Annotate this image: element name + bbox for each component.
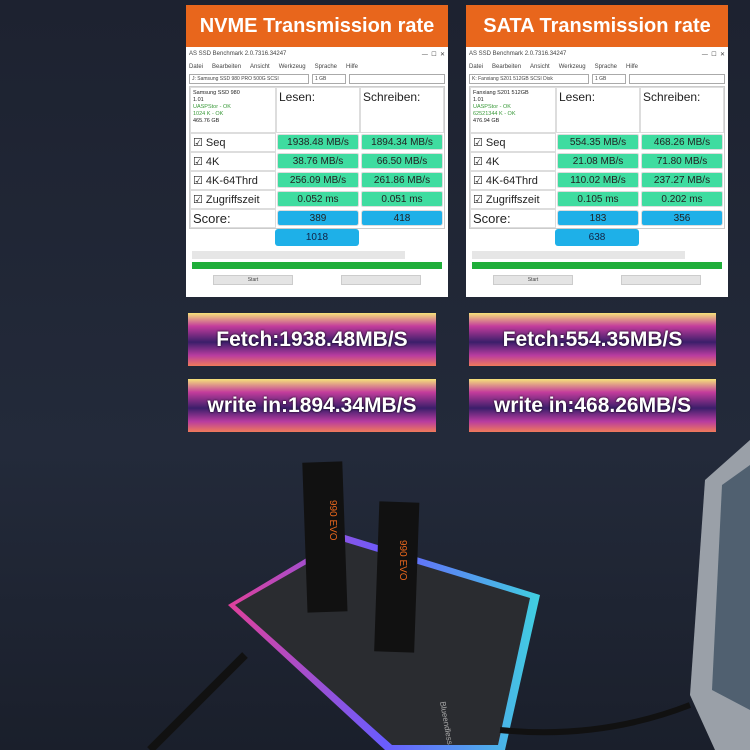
ssd-left (302, 461, 348, 613)
drive-info: Samsung SSD 980 1.01 UASPStor - OK 1024 K -… (190, 87, 276, 133)
menu-item[interactable]: Sprache (594, 64, 617, 70)
nvme-fetch-banner: Fetch:1938.48MB/S (188, 313, 436, 366)
size-select[interactable]: 1 GB (312, 73, 346, 84)
progress-bar (192, 251, 405, 259)
sata-fetch-banner: Fetch:554.35MB/S (469, 313, 716, 366)
menu-item[interactable]: Ansicht (250, 64, 270, 70)
write-value: 0.051 ms (361, 191, 443, 207)
write-header: Schreiben: (360, 87, 444, 133)
abort-button[interactable] (341, 275, 421, 285)
progress-bar (472, 251, 685, 259)
read-value: 21.08 MB/s (557, 153, 639, 169)
read-value: 0.105 ms (557, 191, 639, 207)
score-write: 418 (361, 210, 443, 226)
write-value: 468.26 MB/s (641, 134, 723, 150)
menu-item[interactable]: Hilfe (346, 64, 359, 70)
window-title: AS SSD Benchmark 2.0.7316.34247 (189, 51, 287, 57)
sata-benchmark-panel: SATA Transmission rate AS SSD Benchmark … (466, 5, 728, 297)
ssd-right (374, 501, 420, 653)
read-header: Lesen: (556, 87, 640, 133)
write-header: Schreiben: (640, 87, 724, 133)
write-value: 66.50 MB/s (361, 153, 443, 169)
row-label[interactable]: ☑ 4K (470, 152, 556, 171)
panel-title: NVME Transmission rate (186, 5, 448, 47)
status-bar (472, 262, 722, 269)
text-field[interactable] (349, 73, 445, 84)
read-value: 256.09 MB/s (277, 172, 359, 188)
product-photo: 990 EVO 990 EVO Blueendless (147, 440, 750, 750)
window-controls[interactable]: — ☐ ✕ (701, 51, 725, 58)
menu-item[interactable]: Datei (189, 64, 204, 70)
write-value: 71.80 MB/s (641, 153, 723, 169)
drive-info: Fanxiang S201 512GB 1.01 UASPStor - OK 6252… (470, 87, 556, 133)
write-value: 0.202 ms (641, 191, 723, 207)
read-value: 110.02 MB/s (557, 172, 639, 188)
read-value: 554.35 MB/s (557, 134, 639, 150)
row-label[interactable]: ☑ Zugriffszeit (190, 190, 276, 209)
read-value: 1938.48 MB/s (277, 134, 359, 150)
write-value: 237.27 MB/s (641, 172, 723, 188)
score-total: 638 (555, 229, 639, 246)
menu-item[interactable]: Sprache (314, 64, 337, 70)
text-field[interactable] (629, 73, 725, 84)
menu-item[interactable]: Bearbeiten (492, 64, 522, 70)
status-bar (192, 262, 442, 269)
menu-item[interactable]: Werkzeug (558, 64, 586, 70)
menu-item[interactable]: Hilfe (626, 64, 639, 70)
abort-button[interactable] (621, 275, 701, 285)
row-label[interactable]: ☑ Zugriffszeit (470, 190, 556, 209)
row-label[interactable]: ☑ 4K-64Thrd (190, 171, 276, 190)
row-label[interactable]: ☑ 4K-64Thrd (470, 171, 556, 190)
write-value: 261.86 MB/s (361, 172, 443, 188)
score-read: 183 (557, 210, 639, 226)
window-controls[interactable]: — ☐ ✕ (421, 51, 445, 58)
menu-item[interactable]: Werkzeug (278, 64, 306, 70)
ssd-label: 990 EVO (327, 500, 338, 541)
row-label[interactable]: ☑ Seq (470, 133, 556, 152)
score-read: 389 (277, 210, 359, 226)
score-label: Score: (190, 209, 276, 228)
panel-title: SATA Transmission rate (466, 5, 728, 47)
drive-select[interactable]: J: Samsung SSD 980 PRO 500G SCSI (189, 73, 309, 84)
write-value: 1894.34 MB/s (361, 134, 443, 150)
read-value: 0.052 ms (277, 191, 359, 207)
score-label: Score: (470, 209, 556, 228)
nvme-benchmark-panel: NVME Transmission rate AS SSD Benchmark … (186, 5, 448, 297)
cable (147, 652, 248, 750)
sata-write-banner: write in:468.26MB/S (469, 379, 716, 432)
score-total: 1018 (275, 229, 359, 246)
window-title: AS SSD Benchmark 2.0.7316.34247 (469, 51, 567, 57)
drive-select[interactable]: K: Fanxiang S201 512GB SCSI Disk (469, 73, 589, 84)
read-header: Lesen: (276, 87, 360, 133)
row-label[interactable]: ☑ Seq (190, 133, 276, 152)
row-label[interactable]: ☑ 4K (190, 152, 276, 171)
start-button[interactable]: Start (493, 275, 573, 285)
nvme-write-banner: write in:1894.34MB/S (188, 379, 436, 432)
menu-item[interactable]: Bearbeiten (212, 64, 242, 70)
start-button[interactable]: Start (213, 275, 293, 285)
svg-text:990 EVO: 990 EVO (397, 540, 408, 581)
read-value: 38.76 MB/s (277, 153, 359, 169)
menu-item[interactable]: Datei (469, 64, 484, 70)
score-write: 356 (641, 210, 723, 226)
menu-item[interactable]: Ansicht (530, 64, 550, 70)
size-select[interactable]: 1 GB (592, 73, 626, 84)
